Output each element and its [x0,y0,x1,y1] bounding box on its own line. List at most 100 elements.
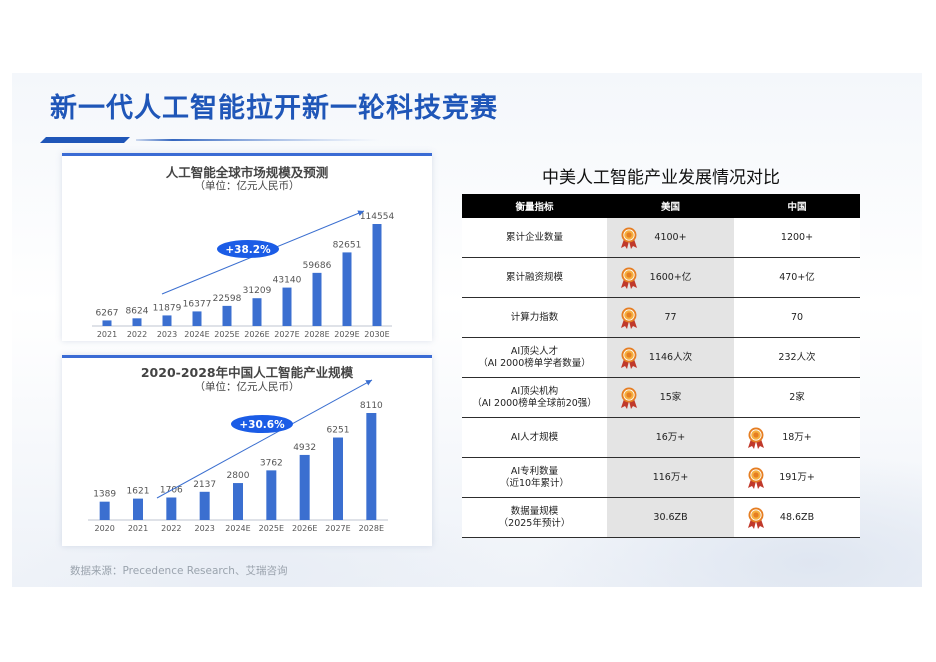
cn-value: 470+亿 [779,272,815,283]
metric-label: （AI 2000榜单学者数量） [478,357,591,369]
cn-value-cell: 1200+ [734,218,860,258]
tick-label: 2026E [244,330,269,339]
table-row: AI专利数量 （近10年累计） 116万+ 191万+ [462,457,860,498]
chart-subtitle: （单位：亿元人民币） [194,180,300,192]
metric-cell: 数据量规模 （2025年预计） [462,497,607,538]
value-wrap: 1200+ [734,218,860,257]
data-source: 数据来源：Precedence Research、艾瑞咨询 [70,565,288,577]
tick-label: 2028E [304,330,329,339]
data-label: 11879 [153,303,182,313]
bar [299,454,310,520]
tick-label: 2027E [325,524,350,533]
bar [192,311,202,326]
data-label: 8624 [126,306,149,316]
metric-cell: AI顶尖机构 （AI 2000榜单全球前20强） [462,377,607,418]
trend-arrow [156,379,373,499]
value-wrap: 1600+亿 [607,258,734,297]
tick-label: 2025E [259,524,284,533]
table-row: AI顶尖机构 （AI 2000榜单全球前20强） 15家 2家 [462,377,860,418]
data-label: 82651 [333,240,362,250]
tick-label: 2021 [97,330,117,339]
cn-value: 2家 [789,392,805,403]
bar [333,437,343,520]
global-ai-market-chart: 人工智能全球市场规模及预测 （单位：亿元人民币） 6267 2021 8624 202… [62,153,432,341]
china-ai-industry-chart: 2020-2028年中国人工智能产业规模 （单位：亿元人民币） 1389 2020… [62,355,432,546]
us-value: 1600+亿 [649,272,692,283]
value-wrap: 470+亿 [734,258,860,297]
metric-label: AI人才规模 [510,431,559,443]
medal-icon [621,387,637,409]
metric-cell: AI专利数量 （近10年累计） [462,457,607,498]
value-wrap: 18万+ [734,418,860,457]
value-wrap: 2家 [734,378,860,417]
tick-label: 2026E [292,524,317,533]
value-wrap: 77 [607,298,734,337]
cn-value: 48.6ZB [779,512,815,523]
metric-cell: 计算力指数 [462,297,607,338]
us-value: 116万+ [652,472,689,483]
bar [132,318,142,326]
us-value-cell: 1146人次 [607,337,734,378]
cn-value-cell: 470+亿 [734,257,860,298]
value-wrap: 70 [734,298,860,337]
us-value-cell: 1600+亿 [607,257,734,298]
us-value: 15家 [659,392,682,403]
metric-cell: AI顶尖人才 （AI 2000榜单学者数量） [462,337,607,378]
tick-label: 2030E [364,330,389,339]
data-label: 2800 [227,471,250,481]
table-header-row: 衡量指标 美国 中国 [462,194,860,218]
header-us: 美国 [607,194,734,218]
medal-icon [748,507,764,529]
value-wrap: 16万+ [607,418,734,457]
data-label: 22598 [213,294,242,304]
value-wrap: 1146人次 [607,338,734,377]
data-label: 31209 [243,286,272,296]
data-label: 114554 [360,212,395,222]
data-label: 1621 [127,487,150,497]
chart-title: 人工智能全球市场规模及预测 [165,165,329,180]
chart-canvas: 6267 2021 8624 2022 11879 2023 16377 2024E 22598… [92,210,395,339]
metric-label: （2025年预计） [498,517,571,529]
tick-label: 2023 [194,524,214,533]
us-value: 30.6ZB [653,512,688,523]
comparison-table: 衡量指标 美国 中国 累计企业数量 4100+ 1200+ 累计融资规模 1600+亿 4… [462,194,860,538]
value-wrap: 30.6ZB [607,498,734,537]
bar [266,470,277,520]
tick-label: 2029E [334,330,359,339]
cn-value: 18万+ [782,432,812,443]
us-value-cell: 77 [607,297,734,338]
tick-label: 2022 [161,524,181,533]
data-label: 8110 [360,401,383,411]
medal-icon [621,307,637,329]
us-value-cell: 16万+ [607,417,734,458]
us-value: 1146人次 [648,352,693,363]
metric-label: 数据量规模 [510,505,559,517]
tick-label: 2023 [157,330,177,339]
tick-label: 2027E [274,330,299,339]
medal-icon [748,427,764,449]
metric-label: 累计企业数量 [505,231,563,243]
data-label: 43140 [273,276,302,286]
metric-label: （AI 2000榜单全球前20强） [472,397,597,409]
header-cn: 中国 [734,194,860,218]
tick-label: 2020 [94,524,114,533]
value-wrap: 191万+ [734,458,860,497]
us-value-cell: 30.6ZB [607,497,734,538]
us-value: 77 [664,312,677,323]
table-row: 数据量规模 （2025年预计） 30.6ZB 48.6ZB [462,497,860,538]
table-row: AI顶尖人才 （AI 2000榜单学者数量） 1146人次 232人次 [462,337,860,378]
tick-label: 2028E [359,524,384,533]
data-label: 3762 [260,458,283,468]
medal-icon [621,267,637,289]
tick-label: 2025E [214,330,239,339]
metric-cell: AI人才规模 [462,417,607,458]
title-underline [40,137,380,143]
header-metric: 衡量指标 [462,194,607,218]
metric-label: 累计融资规模 [505,271,563,283]
bar [133,498,143,520]
medal-icon [621,347,637,369]
medal-icon [621,227,637,249]
metric-cell: 累计融资规模 [462,257,607,298]
value-wrap: 48.6ZB [734,498,860,537]
us-value-cell: 4100+ [607,218,734,258]
